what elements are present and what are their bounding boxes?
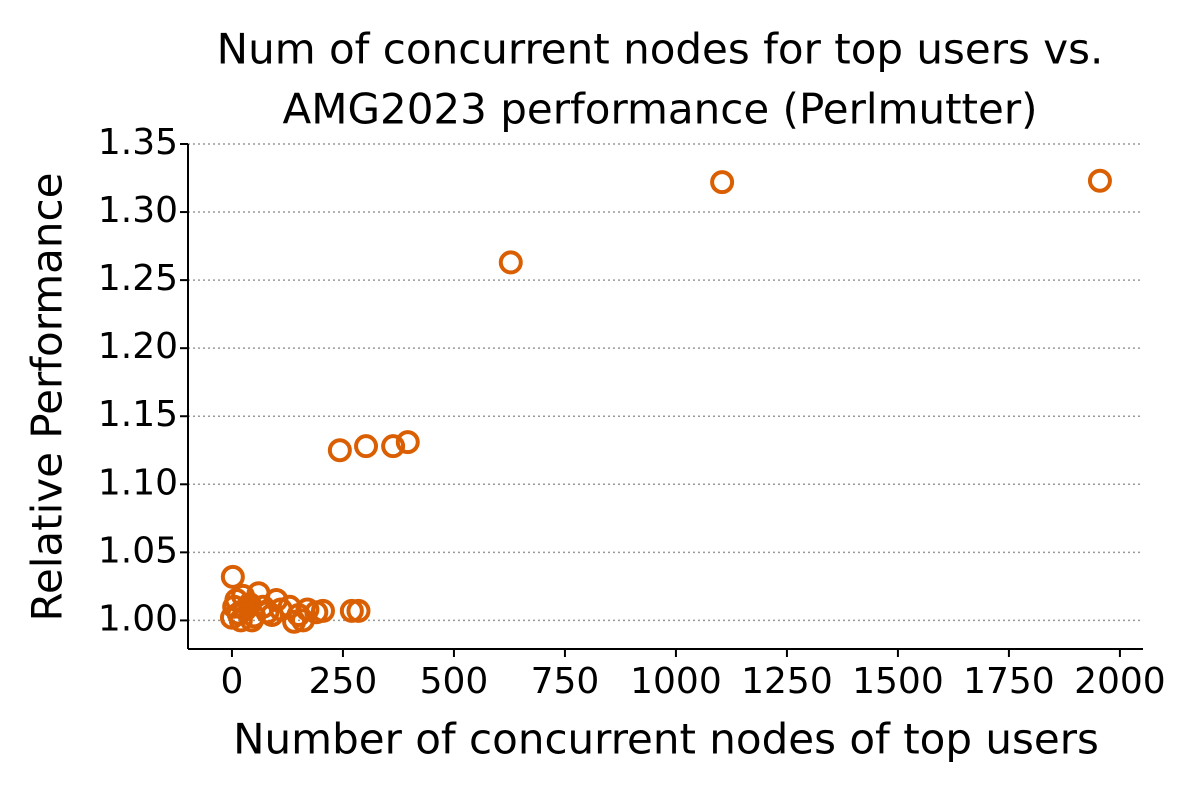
point (327, 438, 352, 463)
point (282, 609, 307, 634)
y-tick-label: 1.05 (98, 530, 178, 571)
y-tick-label: 1.30 (98, 190, 178, 231)
point (310, 598, 335, 623)
point (395, 430, 420, 455)
y-tick-label: 1.35 (98, 122, 178, 163)
y-axis-label: Relative Performance (23, 173, 72, 622)
x-tick-label: 1250 (741, 661, 833, 702)
x-tick-label: 2000 (1074, 661, 1166, 702)
point (498, 250, 523, 275)
x-tick-label: 750 (531, 661, 600, 702)
point (1087, 168, 1112, 193)
point (346, 598, 371, 623)
x-tick-label: 1750 (963, 661, 1055, 702)
x-axis-label: Number of concurrent nodes of top users (233, 715, 1099, 764)
x-tick-label: 1500 (852, 661, 944, 702)
y-tick-label: 1.00 (98, 598, 178, 639)
x-tick-label: 500 (420, 661, 489, 702)
y-tick-label: 1.25 (98, 258, 178, 299)
y-tick-label: 1.10 (98, 462, 178, 503)
point (354, 434, 379, 459)
chart-title: AMG2023 performance (Perlmutter) (282, 85, 1037, 134)
point (231, 583, 256, 608)
y-tick-label: 1.20 (98, 326, 178, 367)
point (710, 170, 735, 195)
chart-title: Num of concurrent nodes for top users vs… (217, 25, 1104, 74)
x-tick-label: 250 (309, 661, 378, 702)
point (339, 598, 364, 623)
point (220, 564, 245, 589)
point (259, 602, 284, 627)
x-tick-label: 1000 (630, 661, 722, 702)
point (381, 434, 406, 459)
x-tick-label: 0 (221, 661, 244, 702)
y-tick-label: 1.15 (98, 394, 178, 435)
